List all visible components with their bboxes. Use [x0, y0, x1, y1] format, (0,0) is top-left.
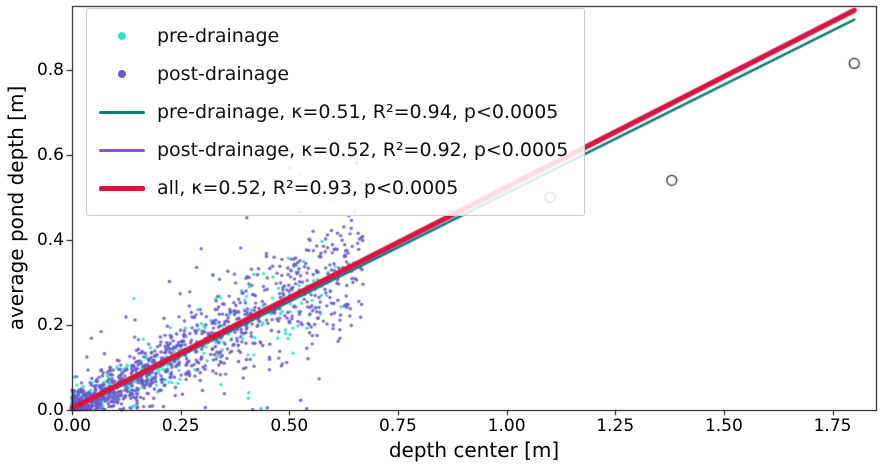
- legend-label: pre-drainage: [157, 25, 280, 47]
- x-tick-label: 0.75: [379, 416, 417, 436]
- legend-item-post-drainage-fit: post-drainage, κ=0.52, R²=0.92, p<0.0005: [99, 131, 568, 169]
- legend: pre-drainage post-drainage pre-drainage,…: [86, 8, 586, 216]
- legend-label: post-drainage: [157, 63, 290, 85]
- y-axis-label: average pond depth [m]: [4, 85, 28, 331]
- legend-label: all, κ=0.52, R²=0.93, p<0.0005: [157, 177, 459, 199]
- legend-item-pre-drainage-scatter: pre-drainage: [99, 17, 568, 55]
- x-tick-label: 1.25: [596, 416, 635, 436]
- legend-item-pre-drainage-fit: pre-drainage, κ=0.51, R²=0.94, p<0.0005: [99, 93, 568, 131]
- y-tick-label: 0.6: [36, 144, 64, 165]
- legend-label: post-drainage, κ=0.52, R²=0.92, p<0.0005: [157, 139, 569, 161]
- x-tick-label: 0.00: [53, 416, 91, 436]
- y-tick-label: 0.8: [36, 59, 64, 80]
- pre-drainage-dot-icon: [118, 32, 126, 40]
- y-tick-label: 0.0: [36, 400, 64, 420]
- x-tick-label: 0.50: [270, 416, 309, 436]
- x-tick-label: 1.75: [813, 416, 852, 436]
- y-tick-label: 0.4: [36, 229, 64, 250]
- legend-item-post-drainage-scatter: post-drainage: [99, 55, 568, 93]
- x-axis-label: depth center [m]: [388, 438, 560, 462]
- x-tick-label: 1.50: [704, 416, 743, 436]
- x-tick-label: 1.00: [487, 416, 526, 436]
- legend-item-all-fit: all, κ=0.52, R²=0.93, p<0.0005: [99, 169, 568, 207]
- pre-drainage-line-icon: [99, 110, 145, 114]
- post-drainage-line-icon: [99, 148, 145, 152]
- post-drainage-dot-icon: [118, 70, 126, 78]
- legend-label: pre-drainage, κ=0.51, R²=0.94, p<0.0005: [157, 101, 559, 123]
- x-tick-label: 0.25: [161, 416, 200, 436]
- all-line-icon: [99, 185, 145, 191]
- y-tick-label: 0.2: [36, 314, 64, 335]
